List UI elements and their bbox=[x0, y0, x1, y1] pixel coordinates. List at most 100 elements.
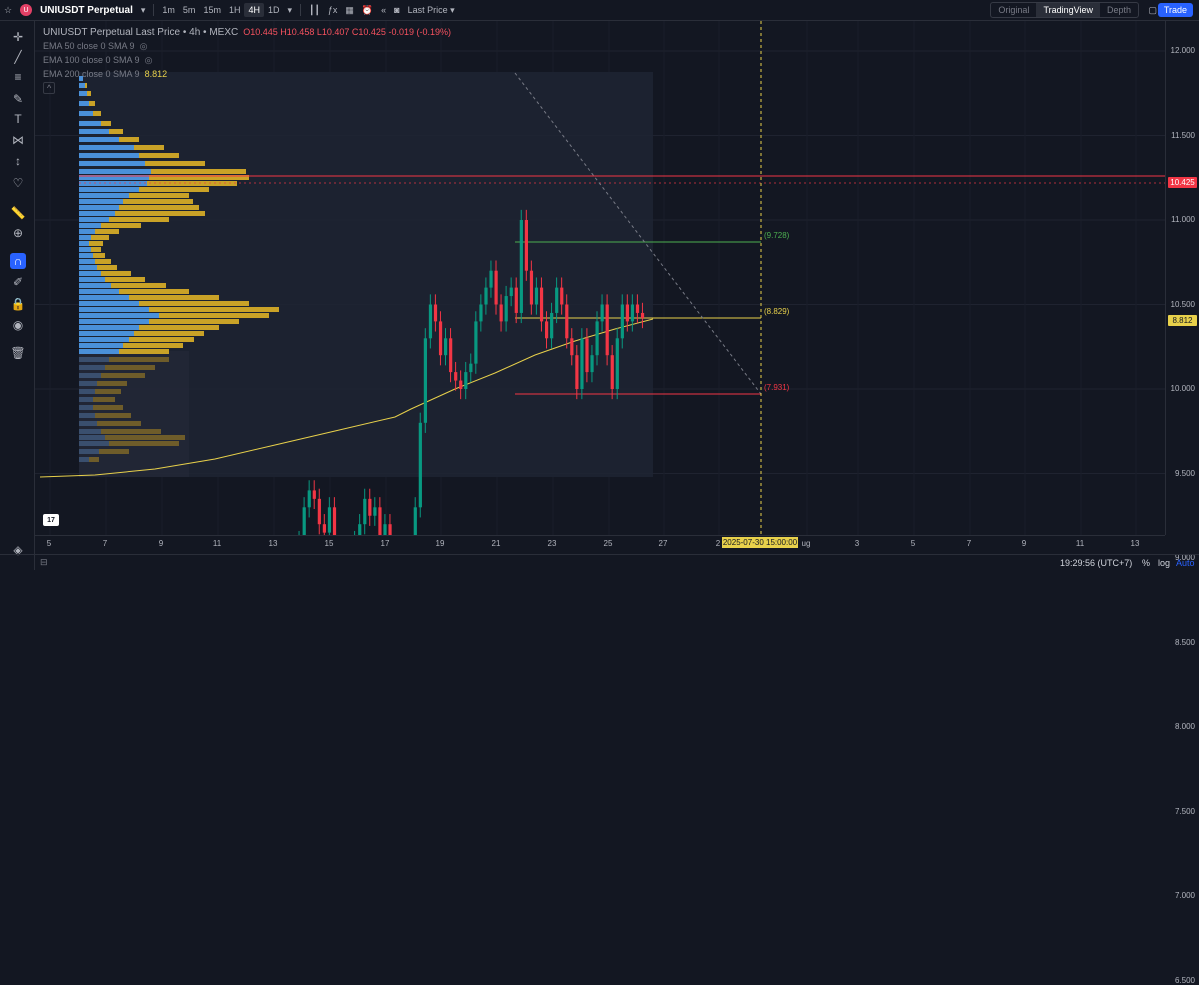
vp-bar-up bbox=[79, 449, 99, 454]
templates-icon[interactable]: ▦ bbox=[345, 4, 354, 15]
vp-bar-up bbox=[79, 265, 97, 270]
vp-bar-down bbox=[151, 169, 246, 174]
trash-icon[interactable]: 🗑 bbox=[10, 346, 26, 360]
vp-bar-up bbox=[79, 373, 101, 378]
clock[interactable]: 19:29:56 (UTC+7) bbox=[1060, 558, 1133, 568]
time-label: 2 bbox=[715, 539, 721, 548]
candle-body bbox=[524, 220, 528, 271]
eye-icon[interactable]: ◉ bbox=[12, 318, 24, 332]
legend-ema100[interactable]: EMA 100 close 0 SMA 9 ◎ bbox=[43, 55, 152, 66]
price-chart[interactable] bbox=[35, 21, 1165, 535]
candle-body bbox=[464, 372, 468, 389]
timeframe-1h[interactable]: 1H bbox=[228, 5, 241, 15]
vp-bar-down bbox=[101, 223, 141, 228]
symbol-name[interactable]: UNIUSDT Perpetual bbox=[40, 4, 133, 16]
time-label: 13 bbox=[1130, 539, 1140, 548]
timeframe-4h[interactable]: 4H bbox=[244, 3, 264, 17]
tab-original[interactable]: Original bbox=[998, 5, 1030, 15]
fib-upper-label: (9.728) bbox=[764, 231, 790, 240]
vp-bar-up bbox=[79, 289, 119, 294]
heart-icon[interactable]: ♡ bbox=[12, 176, 24, 190]
brush-icon[interactable]: ✎ bbox=[12, 92, 24, 106]
price-axis[interactable]: 12.000 11.500 11.000 10.500 10.000 9.500 9.000… bbox=[1165, 21, 1199, 985]
candle-body bbox=[317, 498, 321, 525]
candle-body bbox=[534, 287, 539, 305]
candle-body bbox=[610, 355, 614, 389]
candle-body bbox=[358, 524, 362, 535]
log-toggle[interactable]: log bbox=[1158, 558, 1171, 568]
eye-off-icon[interactable]: ◎ bbox=[144, 55, 153, 65]
candle-body bbox=[454, 372, 458, 381]
range-icon[interactable]: ⊟ bbox=[40, 557, 48, 567]
time-label: ug bbox=[801, 539, 811, 548]
legend-open: O10.445 bbox=[243, 27, 278, 37]
lock-icon[interactable]: 🔒 bbox=[10, 297, 26, 311]
candle-body bbox=[625, 304, 629, 322]
lock-draw-icon[interactable]: ✐ bbox=[12, 275, 24, 289]
magnet-icon[interactable]: ∩ bbox=[10, 253, 26, 269]
candle-body bbox=[539, 287, 544, 322]
fullscreen-icon[interactable]: ▢ bbox=[1148, 4, 1157, 15]
candle-body bbox=[640, 312, 645, 319]
candle-body bbox=[615, 338, 619, 389]
forecast-icon[interactable]: ↕ bbox=[15, 154, 21, 168]
eye-off-icon[interactable]: ◎ bbox=[139, 41, 148, 51]
pattern-icon[interactable]: ⋈ bbox=[12, 133, 24, 147]
candle-body bbox=[499, 304, 503, 322]
legend-main: UNIUSDT Perpetual Last Price • 4h • MEXC… bbox=[43, 27, 451, 38]
candle-body bbox=[514, 287, 518, 313]
star-icon[interactable]: ☆ bbox=[4, 4, 13, 15]
price-label: 8.500 bbox=[1174, 637, 1195, 647]
candle-body bbox=[635, 304, 640, 313]
vp-bar-up bbox=[79, 76, 83, 81]
tab-tradingview[interactable]: TradingView bbox=[1036, 3, 1100, 17]
tab-depth[interactable]: Depth bbox=[1106, 5, 1131, 15]
vp-bar-down bbox=[149, 175, 249, 180]
replay-icon[interactable]: « bbox=[381, 5, 387, 15]
zoom-icon[interactable]: ⊕ bbox=[12, 226, 24, 240]
text-icon[interactable]: T bbox=[14, 112, 22, 126]
vp-bar-up bbox=[79, 101, 89, 106]
candle-body bbox=[418, 422, 422, 508]
vp-bar-down bbox=[95, 389, 121, 394]
time-label: 3 bbox=[854, 539, 860, 548]
fib-icon[interactable]: ≡ bbox=[14, 70, 22, 84]
candle-body bbox=[529, 270, 534, 305]
chevron-down-icon[interactable]: ▾ bbox=[140, 4, 146, 15]
time-label: 13 bbox=[268, 539, 278, 548]
timeframe-dropdown-icon[interactable]: ▾ bbox=[287, 4, 293, 15]
vp-bar-down bbox=[109, 357, 169, 362]
time-axis[interactable]: 5 7 9 11 13 15 17 19 21 23 25 27 2 ug 3 5 7 9 11 13 bbox=[34, 535, 1165, 550]
time-label: 27 bbox=[658, 539, 668, 548]
timeframe-1d[interactable]: 1D bbox=[267, 5, 280, 15]
vp-bar-down bbox=[129, 295, 219, 300]
price-source-select[interactable]: Last Price ▾ bbox=[407, 4, 455, 16]
legend-ema200[interactable]: EMA 200 close 0 SMA 9 8.812 bbox=[43, 69, 167, 79]
vp-bar-down bbox=[93, 397, 115, 402]
vp-bar-up bbox=[79, 91, 87, 96]
vp-bar-down bbox=[115, 211, 205, 216]
trend-line-icon[interactable]: ╱ bbox=[14, 50, 22, 64]
vp-bar-down bbox=[89, 241, 103, 246]
trade-button[interactable]: Trade bbox=[1157, 3, 1193, 17]
timeframe-5m[interactable]: 5m bbox=[182, 5, 196, 15]
collapse-legend-button[interactable]: ^ bbox=[43, 82, 56, 94]
percent-toggle[interactable]: % bbox=[1142, 558, 1151, 568]
auto-toggle[interactable]: Auto bbox=[1176, 558, 1195, 568]
alert-icon[interactable]: ⏰ bbox=[361, 4, 374, 15]
crosshair-icon[interactable]: ✛ bbox=[12, 30, 24, 44]
vp-bar-up bbox=[79, 223, 101, 228]
indicators-icon[interactable]: ƒx bbox=[327, 5, 338, 15]
ema200-value: 8.812 bbox=[144, 69, 168, 79]
legend-ema50[interactable]: EMA 50 close 0 SMA 9 ◎ bbox=[43, 41, 147, 52]
window-icon[interactable] bbox=[1131, 0, 1139, 20]
snapshot-icon[interactable]: ◙ bbox=[394, 5, 400, 15]
price-label: 11.500 bbox=[1171, 130, 1195, 140]
timeframe-1m[interactable]: 1m bbox=[162, 5, 175, 15]
candle-type-icon[interactable]: ┃┃ bbox=[309, 4, 320, 15]
ruler-icon[interactable]: 📏 bbox=[10, 206, 26, 220]
vp-bar-up bbox=[79, 313, 159, 318]
timeframe-15m[interactable]: 15m bbox=[203, 5, 221, 15]
layers-icon[interactable]: ◈ bbox=[13, 543, 23, 557]
vp-bar-down bbox=[93, 111, 101, 116]
